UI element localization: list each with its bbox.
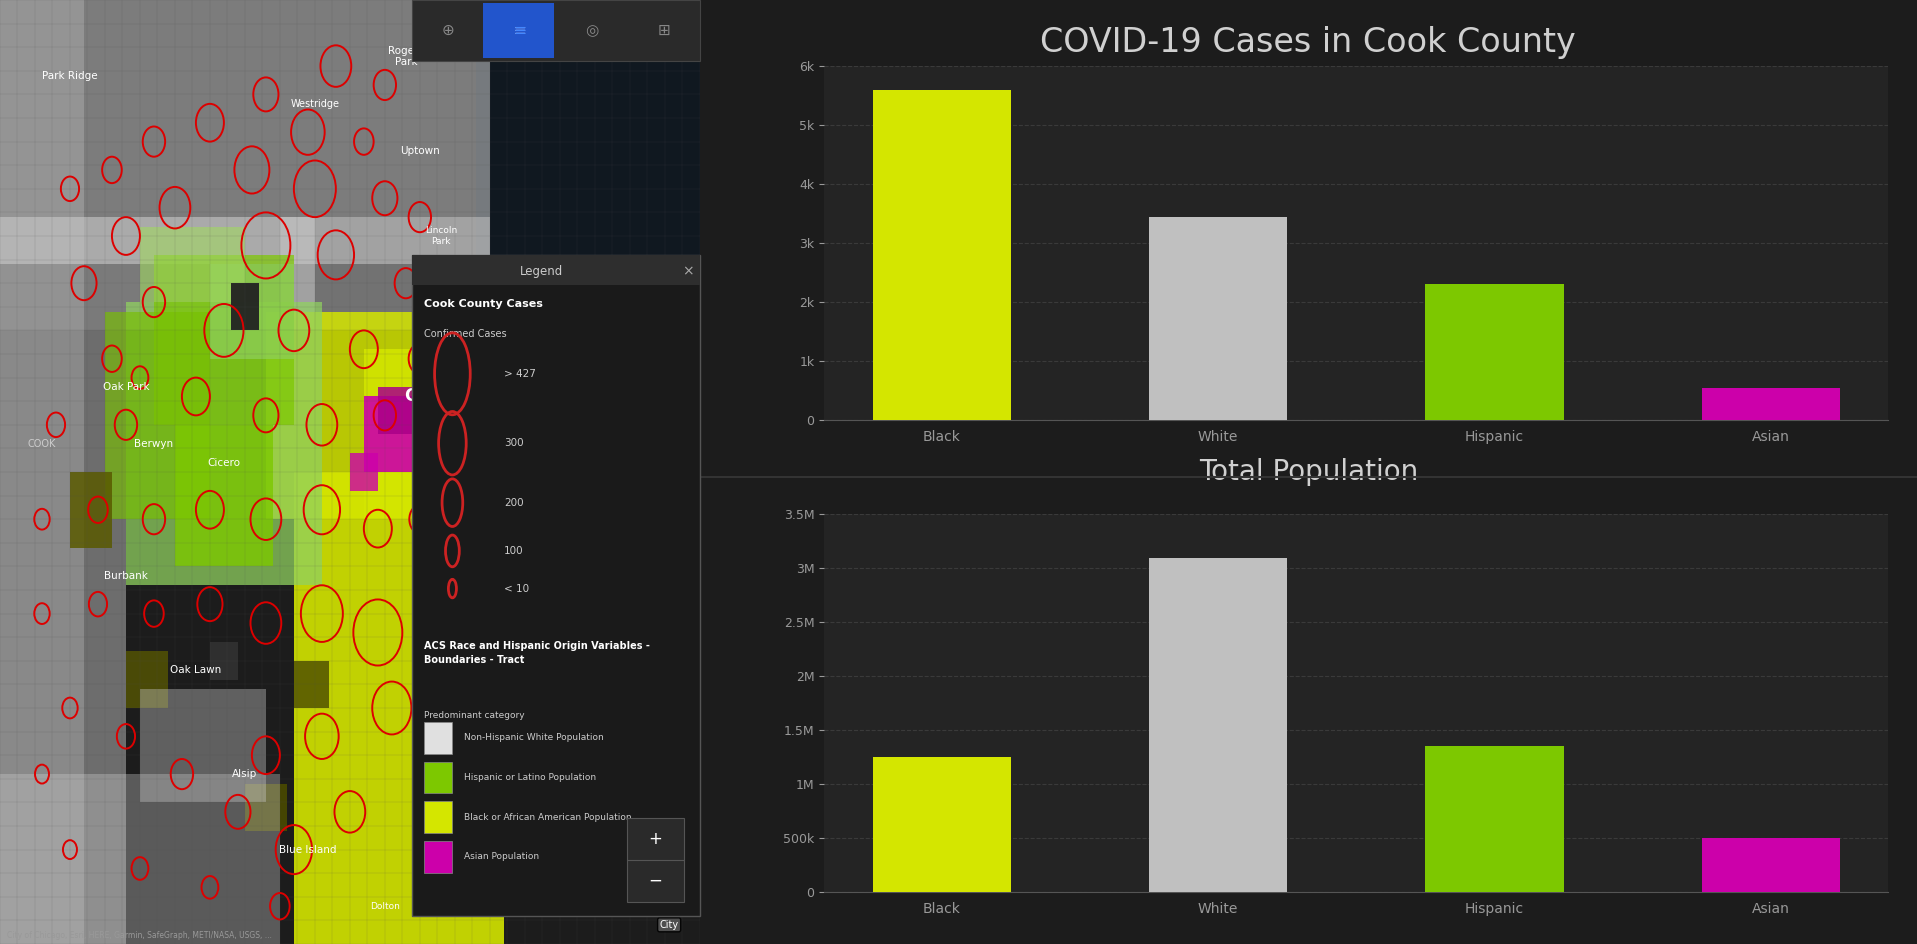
Text: Cook County Cases: Cook County Cases: [424, 299, 543, 310]
Bar: [140, 689, 266, 802]
Bar: [1702, 388, 1840, 420]
Bar: [424, 801, 452, 834]
Bar: [211, 642, 238, 680]
Text: Non-Hispanic White Population: Non-Hispanic White Population: [464, 733, 604, 742]
Text: Hispanic or Latino Population: Hispanic or Latino Population: [464, 773, 596, 782]
Text: 200: 200: [504, 497, 523, 508]
Bar: [475, 0, 721, 378]
Bar: [1148, 558, 1286, 892]
Bar: [364, 349, 518, 519]
Text: COOK: COOK: [27, 439, 56, 448]
Text: City of Chicago, Esri, HERE, Garmin, SafeGraph, METI/NASA, USGS, ...: City of Chicago, Esri, HERE, Garmin, Saf…: [8, 931, 272, 940]
Text: South
Shore: South Shore: [433, 499, 462, 520]
Text: COVID-19 Cases in Cook County: COVID-19 Cases in Cook County: [1041, 26, 1576, 59]
Bar: [105, 312, 211, 519]
Bar: [127, 302, 322, 585]
Text: Legend: Legend: [520, 265, 564, 278]
Bar: [293, 661, 330, 708]
Text: ⊕: ⊕: [441, 24, 454, 38]
Bar: [69, 472, 111, 548]
Bar: [266, 312, 462, 519]
Text: Oak Lawn: Oak Lawn: [171, 666, 222, 675]
Text: 300: 300: [504, 438, 523, 448]
Text: Asian Population: Asian Population: [464, 852, 539, 861]
Bar: [349, 453, 378, 491]
Text: Lake
Calumet: Lake Calumet: [429, 746, 468, 765]
Bar: [293, 472, 504, 944]
Text: ≡: ≡: [514, 24, 527, 38]
Text: ACS Race and Hispanic Origin Variables -
Boundaries - Tract: ACS Race and Hispanic Origin Variables -…: [424, 642, 650, 665]
Text: +: +: [648, 830, 663, 849]
Text: City: City: [659, 919, 679, 930]
Bar: [0, 0, 84, 944]
Bar: [1148, 216, 1286, 420]
Text: Berwyn: Berwyn: [134, 439, 174, 448]
Text: ×: ×: [682, 264, 694, 278]
Text: ⊞: ⊞: [658, 24, 671, 38]
Bar: [424, 722, 452, 753]
FancyBboxPatch shape: [412, 255, 700, 285]
Bar: [0, 774, 280, 944]
Bar: [872, 757, 1010, 892]
FancyBboxPatch shape: [483, 3, 554, 59]
Text: Burbank: Burbank: [104, 571, 148, 581]
Text: Rogers
Park: Rogers Park: [387, 46, 424, 67]
Bar: [153, 255, 293, 425]
Bar: [280, 217, 491, 330]
Text: ≡: ≡: [514, 24, 527, 38]
Text: Chicago: Chicago: [404, 387, 477, 406]
Text: Blue Island: Blue Island: [280, 845, 337, 854]
Text: Alsip: Alsip: [232, 769, 257, 779]
Text: Lincoln
Park: Lincoln Park: [426, 227, 456, 245]
Bar: [872, 90, 1010, 420]
Bar: [424, 841, 452, 872]
Text: Confirmed Cases: Confirmed Cases: [424, 329, 506, 339]
Bar: [420, 500, 546, 708]
FancyBboxPatch shape: [412, 255, 700, 916]
Bar: [140, 227, 245, 302]
Text: < 10: < 10: [504, 583, 529, 594]
Bar: [0, 217, 314, 330]
Bar: [245, 784, 288, 831]
Text: Oak Park: Oak Park: [104, 382, 150, 392]
Text: Westridge: Westridge: [289, 99, 339, 109]
Bar: [230, 283, 259, 330]
Bar: [424, 762, 452, 793]
Text: Cicero: Cicero: [207, 458, 240, 467]
Bar: [525, 472, 713, 661]
Text: 100: 100: [504, 546, 523, 556]
Text: Dolton: Dolton: [370, 902, 401, 911]
Bar: [211, 264, 293, 359]
Text: −: −: [648, 871, 663, 890]
Bar: [174, 425, 272, 566]
Bar: [378, 387, 427, 434]
Text: > 427: > 427: [504, 369, 537, 379]
Bar: [127, 651, 169, 708]
Bar: [1702, 838, 1840, 892]
FancyBboxPatch shape: [412, 0, 700, 61]
Bar: [1426, 747, 1564, 892]
Text: Near
North Side: Near North Side: [431, 312, 479, 330]
Text: Black or African American Population: Black or African American Population: [464, 813, 631, 821]
FancyBboxPatch shape: [627, 818, 684, 902]
Text: Predominant category: Predominant category: [424, 711, 523, 720]
Text: Park Ridge: Park Ridge: [42, 71, 98, 80]
Text: Uptown: Uptown: [401, 146, 439, 156]
Bar: [504, 330, 713, 519]
Bar: [364, 396, 433, 472]
Bar: [0, 0, 491, 264]
Text: ◎: ◎: [585, 24, 598, 38]
Bar: [1426, 284, 1564, 420]
Text: Total Population: Total Population: [1198, 458, 1419, 486]
Bar: [0, 330, 127, 944]
